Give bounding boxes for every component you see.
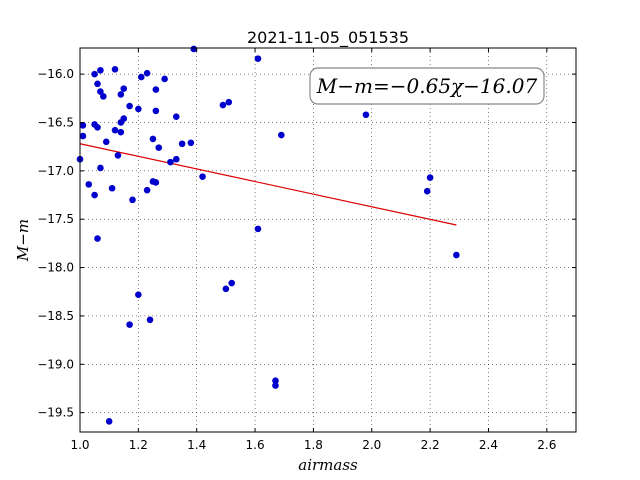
x-tick-label: 2.6 — [537, 438, 556, 452]
x-tick-label: 2.0 — [362, 438, 381, 452]
data-point — [152, 107, 160, 115]
data-point — [111, 126, 119, 134]
data-point — [91, 70, 98, 78]
data-point — [254, 225, 262, 233]
data-point — [161, 75, 168, 83]
data-point — [199, 173, 206, 180]
equation-annotation-box: M−m=−0.65χ−16.07 — [309, 67, 545, 105]
fit-equation-text: M−m=−0.65χ−16.07 — [316, 74, 538, 98]
data-point — [155, 144, 163, 151]
data-point — [272, 382, 279, 389]
data-point — [85, 181, 93, 188]
data-point — [272, 377, 279, 385]
data-point — [117, 128, 125, 136]
data-point — [423, 187, 431, 195]
x-axis-label: airmass — [298, 456, 358, 474]
x-tick-label: 1.4 — [187, 438, 206, 452]
data-point — [79, 122, 87, 129]
x-tick-label: 1.2 — [129, 438, 148, 452]
data-point — [100, 93, 107, 100]
data-point — [79, 132, 87, 140]
data-point — [172, 113, 180, 120]
y-tick-label: −17.0 — [37, 164, 74, 178]
y-tick-label: −18.0 — [37, 261, 74, 275]
data-point — [152, 86, 160, 93]
data-point — [225, 98, 233, 106]
data-points — [76, 45, 460, 425]
data-point — [190, 45, 198, 53]
data-point — [94, 124, 101, 131]
data-point — [102, 138, 110, 146]
fit-line — [79, 143, 457, 226]
data-point — [453, 251, 460, 259]
y-tick-label: −19.5 — [37, 406, 74, 420]
grid — [80, 48, 576, 432]
data-point — [126, 321, 133, 328]
y-tick-label: −16.0 — [37, 67, 74, 81]
data-point — [172, 155, 180, 163]
x-tick-label: 1.6 — [246, 438, 265, 452]
data-point — [149, 135, 157, 143]
data-point — [362, 111, 370, 119]
axis-ticks — [79, 48, 576, 432]
data-point — [135, 105, 142, 113]
x-tick-label: 2.2 — [421, 438, 440, 452]
data-point — [126, 102, 133, 110]
data-point — [167, 158, 174, 166]
y-tick-labels: −16.0 −16.5 −17.0 −17.5 −18.0 −18.5 −19.0 −19.5 — [37, 67, 74, 420]
data-point — [117, 91, 125, 98]
data-point — [219, 101, 227, 109]
data-point — [114, 152, 122, 159]
data-point — [254, 55, 262, 62]
data-point — [137, 73, 145, 81]
x-tick-labels: 1.0 1.2 1.4 1.6 1.8 2.0 2.2 2.4 2.6 — [70, 438, 556, 452]
data-point — [108, 184, 116, 192]
data-point — [178, 140, 186, 148]
data-point — [129, 196, 136, 204]
data-point — [222, 285, 230, 293]
annotation-frame — [309, 67, 545, 105]
data-point — [97, 66, 104, 74]
x-tick-label: 1.8 — [304, 438, 323, 452]
y-tick-label: −17.5 — [37, 212, 74, 226]
fit-line-group — [79, 143, 457, 226]
plot-frame — [79, 47, 577, 433]
data-point — [97, 88, 104, 95]
chart-title: 2021-11-05_051535 — [247, 28, 409, 48]
data-point — [143, 186, 151, 194]
data-point — [105, 418, 113, 425]
data-point — [135, 291, 142, 298]
y-tick-label: −18.5 — [37, 309, 74, 323]
data-point — [228, 279, 236, 287]
data-point — [152, 179, 160, 186]
data-point — [146, 316, 154, 324]
data-point — [117, 119, 125, 126]
y-tick-label: −16.5 — [37, 115, 74, 129]
data-point — [111, 65, 119, 73]
data-point — [278, 131, 285, 139]
x-tick-label: 2.4 — [479, 438, 498, 452]
data-point — [94, 235, 101, 242]
data-point — [97, 164, 104, 172]
x-tick-label: 1.0 — [70, 438, 89, 452]
data-point — [426, 174, 434, 181]
data-point — [120, 85, 128, 92]
data-point — [91, 191, 98, 199]
data-point — [94, 80, 101, 88]
data-point — [143, 69, 151, 77]
y-axis-label: M−m — [14, 219, 32, 262]
data-point — [187, 139, 195, 147]
y-tick-label: −19.0 — [37, 357, 74, 371]
